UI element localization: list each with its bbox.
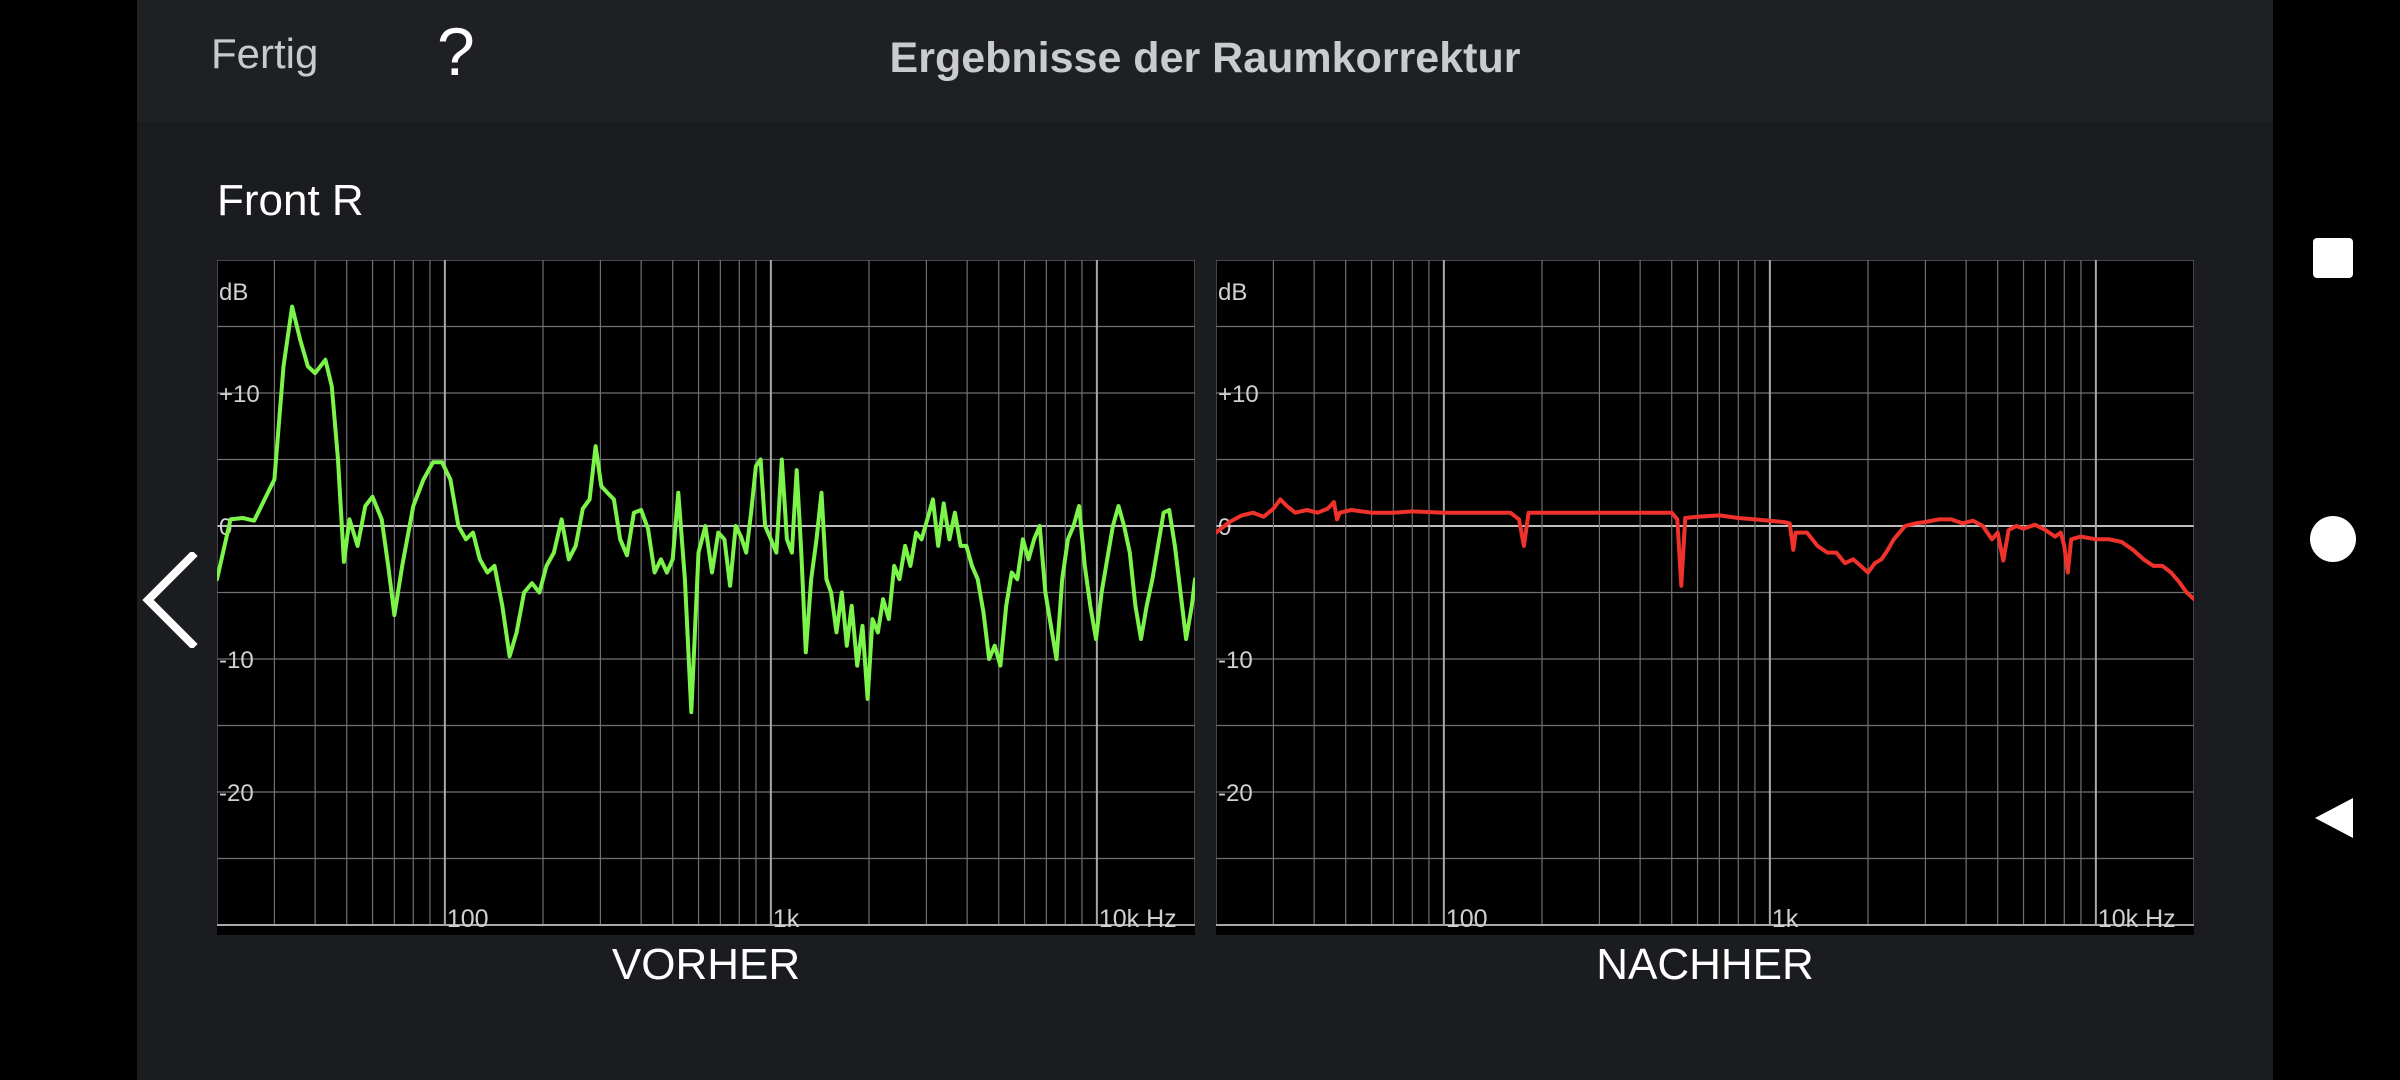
circle-icon[interactable] — [2310, 516, 2356, 562]
before-chart: dB +10 0 -10 -20 100 1k 10k Hz — [217, 260, 1195, 935]
after-y-tick-label: +10 — [1218, 381, 1259, 408]
after-plot-background — [1216, 260, 2194, 935]
previous-speaker-button[interactable] — [140, 550, 200, 650]
after-y-unit-label: dB — [1218, 279, 1247, 306]
before-chart-label: VORHER — [611, 940, 801, 989]
before-y-unit-label: dB — [219, 279, 248, 306]
help-button[interactable]: ? — [437, 14, 475, 90]
before-y-tick-label: -10 — [219, 647, 254, 674]
after-chart: dB +10 0 -10 -20 100 1k 10k Hz — [1216, 260, 2194, 935]
after-response-line — [1216, 497, 2194, 602]
before-x-tick-label: 10k Hz — [1099, 905, 1177, 933]
done-button[interactable]: Fertig — [211, 30, 319, 77]
after-chart-label: NACHHER — [1596, 940, 1814, 989]
before-x-tick-label: 1k — [773, 905, 800, 933]
after-y-tick-label: -10 — [1218, 647, 1253, 674]
after-x-tick-label: 100 — [1446, 905, 1488, 933]
before-y-tick-label: -20 — [219, 780, 254, 807]
before-response-line — [217, 304, 1195, 715]
after-x-tick-label: 1k — [1772, 905, 1799, 933]
system-navigation-bar — [2273, 0, 2400, 1080]
header-bar: Fertig ? Ergebnisse der Raumkorrektur — [137, 0, 2273, 122]
triangle-back-icon[interactable] — [2313, 796, 2357, 840]
before-x-tick-label: 100 — [447, 905, 489, 933]
after-x-axis-strip — [1216, 926, 2194, 935]
before-y-tick-label: +10 — [219, 381, 260, 408]
square-icon[interactable] — [2313, 238, 2353, 278]
chevron-left-icon — [142, 550, 198, 650]
after-y-tick-label: -20 — [1218, 780, 1253, 807]
before-plot-background — [217, 260, 1195, 935]
room-correction-screen: Fertig ? Ergebnisse der Raumkorrektur Fr… — [137, 0, 2273, 1080]
before-x-axis-strip — [217, 926, 1195, 935]
after-x-tick-label: 10k Hz — [2098, 905, 2176, 933]
page-title: Ergebnisse der Raumkorrektur — [889, 34, 1521, 82]
speaker-name: Front R — [217, 176, 364, 225]
